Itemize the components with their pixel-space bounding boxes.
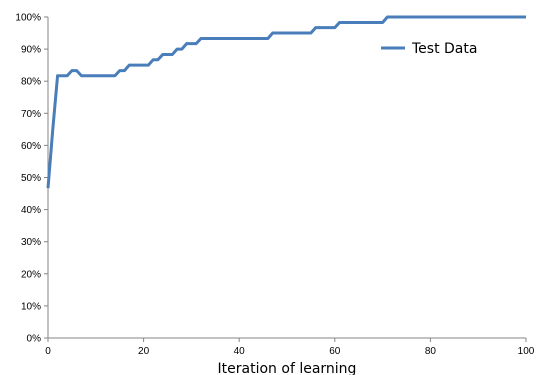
series-group: [46, 15, 526, 189]
y-tick-label: 40%: [21, 205, 41, 216]
x-tick-label: 40: [234, 346, 246, 357]
y-tick-label: 60%: [21, 141, 41, 152]
legend: Test Data: [381, 41, 477, 57]
legend-label: Test Data: [411, 41, 477, 57]
y-tick-label: 70%: [21, 109, 41, 120]
y-tick-label: 30%: [21, 237, 41, 248]
y-tick-label: 0%: [27, 334, 42, 345]
y-tick-label: 50%: [21, 173, 41, 184]
y-tick-label: 80%: [21, 77, 41, 88]
y-tick-label: 20%: [21, 269, 41, 280]
series-line-0: [46, 15, 526, 189]
x-axis-title: Iteration of learning: [218, 361, 357, 375]
y-tick-label: 100%: [15, 13, 41, 24]
y-tick-label: 10%: [21, 301, 41, 312]
x-tick-label: 80: [425, 346, 437, 357]
x-tick-label: 60: [329, 346, 341, 357]
y-tick-label: 90%: [21, 45, 41, 56]
x-tick-label: 0: [45, 346, 51, 357]
y-axis-ticks: 0% 10% 20% 30% 40% 50% 60% 70% 80% 90% 100%: [15, 13, 48, 345]
x-tick-label: 20: [138, 346, 150, 357]
x-axis-ticks: 0 20 40 60 80 100: [45, 338, 535, 357]
x-tick-label: 100: [518, 346, 535, 357]
